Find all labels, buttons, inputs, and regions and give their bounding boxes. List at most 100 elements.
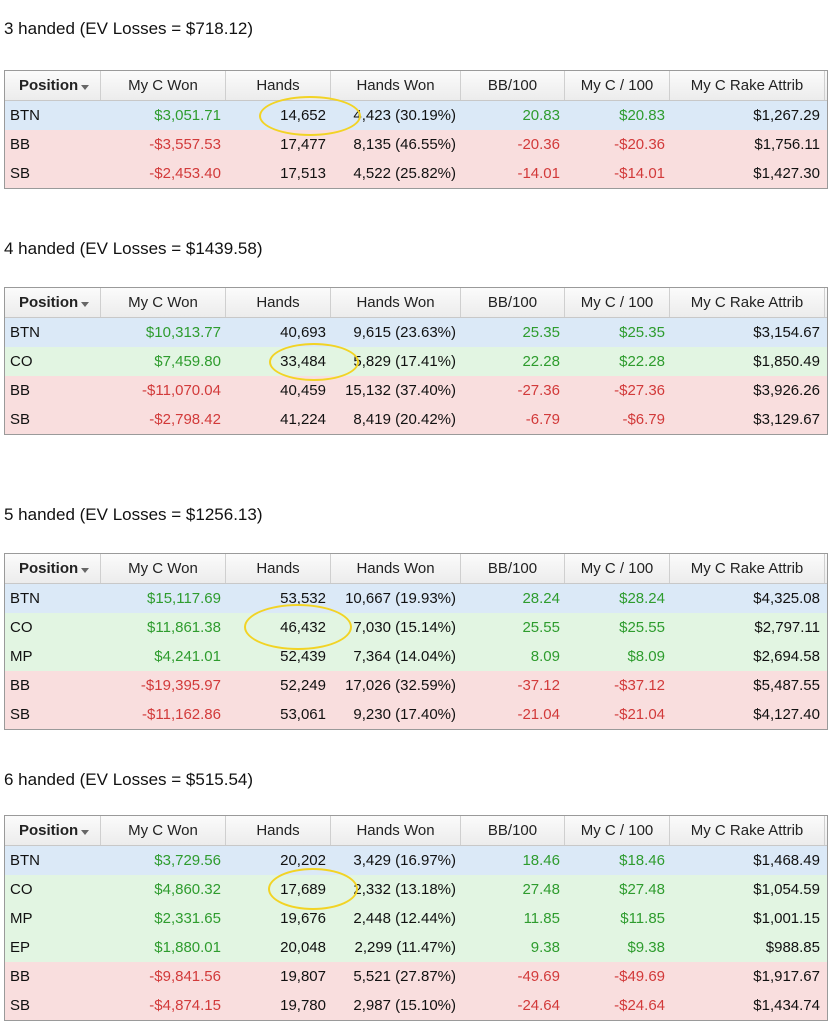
cell-bb-100: 20.83: [522, 107, 560, 124]
cell-bb-100: -37.12: [517, 677, 560, 694]
col-header-my-c-100[interactable]: My C / 100: [565, 816, 670, 845]
col-header-position[interactable]: Position: [5, 554, 101, 583]
col-header-bb-100[interactable]: BB/100: [461, 554, 565, 583]
table-row[interactable]: BB -$9,841.56 19,807 5,521 (27.87%) -49.69 -$…: [5, 962, 827, 991]
cell-position: BTN: [5, 101, 101, 130]
table-row[interactable]: BB -$19,395.97 52,249 17,026 (32.59%) -37.12…: [5, 671, 827, 700]
cell-rake-attrib: $988.85: [765, 939, 820, 956]
cell-my-c-won: $4,241.01: [154, 648, 221, 665]
cell-rake-attrib: $4,325.08: [753, 590, 820, 607]
table-header: Position My C Won Hands Hands Won BB/100…: [5, 288, 827, 318]
table-row[interactable]: SB -$11,162.86 53,061 9,230 (17.40%) -21.04 -…: [5, 700, 827, 729]
cell-hands-won: 8,135 (46.55%): [353, 136, 456, 153]
cell-my-c-100: -$21.04: [614, 706, 665, 723]
table-header: Position My C Won Hands Hands Won BB/100…: [5, 816, 827, 846]
col-header-my-c-100[interactable]: My C / 100: [565, 71, 670, 100]
cell-rake-attrib: $3,129.67: [753, 411, 820, 428]
table-row[interactable]: CO $7,459.80 33,484 5,829 (17.41%) 22.28 $22.…: [5, 347, 827, 376]
cell-bb-100: 18.46: [522, 852, 560, 869]
cell-hands-won: 7,030 (15.14%): [353, 619, 456, 636]
cell-rake-attrib: $1,427.30: [753, 165, 820, 182]
col-header-hands-won[interactable]: Hands Won: [331, 71, 461, 100]
cell-hands: 19,807: [280, 968, 326, 985]
cell-my-c-100: $20.83: [619, 107, 665, 124]
table-row[interactable]: BTN $3,051.71 14,652 4,423 (30.19%) 20.83 $20…: [5, 101, 827, 130]
sort-down-icon[interactable]: [81, 568, 90, 573]
table-row[interactable]: BB -$3,557.53 17,477 8,135 (46.55%) -20.36 -$…: [5, 130, 827, 159]
col-header-bb-100[interactable]: BB/100: [461, 288, 565, 317]
table-row[interactable]: EP $1,880.01 20,048 2,299 (11.47%) 9.38 $9.38…: [5, 933, 827, 962]
table-row[interactable]: SB -$4,874.15 19,780 2,987 (15.10%) -24.64 -$…: [5, 991, 827, 1020]
cell-rake-attrib: $4,127.40: [753, 706, 820, 723]
cell-position: BB: [5, 130, 101, 159]
cell-hands-won: 15,132 (37.40%): [345, 382, 456, 399]
col-header-position[interactable]: Position: [5, 71, 101, 100]
cell-hands: 17,477: [280, 136, 326, 153]
col-header-bb-100[interactable]: BB/100: [461, 71, 565, 100]
section-caption: 5 handed (EV Losses = $1256.13): [4, 505, 263, 524]
cell-hands: 41,224: [280, 411, 326, 428]
cell-position: CO: [5, 347, 101, 376]
cell-hands: 53,061: [280, 706, 326, 723]
cell-hands-won: 10,667 (19.93%): [345, 590, 456, 607]
table-row[interactable]: CO $4,860.32 17,689 2,332 (13.18%) 27.48 $27.…: [5, 875, 827, 904]
table-row[interactable]: MP $2,331.65 19,676 2,448 (12.44%) 11.85 $11.…: [5, 904, 827, 933]
cell-rake-attrib: $1,917.67: [753, 968, 820, 985]
col-header-my-c-won[interactable]: My C Won: [101, 816, 226, 845]
table-row[interactable]: BB -$11,070.04 40,459 15,132 (37.40%) -27.36…: [5, 376, 827, 405]
col-header-my-c-won[interactable]: My C Won: [101, 71, 226, 100]
table-row[interactable]: BTN $3,729.56 20,202 3,429 (16.97%) 18.46 $18…: [5, 846, 827, 875]
sort-down-icon[interactable]: [81, 302, 90, 307]
col-header-bb-100[interactable]: BB/100: [461, 816, 565, 845]
col-header-hands-won[interactable]: Hands Won: [331, 288, 461, 317]
col-header-hands[interactable]: Hands: [226, 554, 331, 583]
cell-my-c-won: $11,861.38: [147, 619, 221, 636]
cell-rake-attrib: $1,267.29: [753, 107, 820, 124]
cell-hands: 19,676: [280, 910, 326, 927]
col-header-position[interactable]: Position: [5, 816, 101, 845]
cell-my-c-100: -$6.79: [622, 411, 665, 428]
col-header-rake-attrib[interactable]: My C Rake Attrib: [670, 816, 825, 845]
col-header-my-c-won[interactable]: My C Won: [101, 554, 226, 583]
col-header-position[interactable]: Position: [5, 288, 101, 317]
cell-bb-100: -20.36: [517, 136, 560, 153]
cell-hands-won: 17,026 (32.59%): [345, 677, 456, 694]
table-row[interactable]: MP $4,241.01 52,439 7,364 (14.04%) 8.09 $8.09…: [5, 642, 827, 671]
cell-hands: 53,532: [280, 590, 326, 607]
cell-position: SB: [5, 991, 101, 1020]
cell-my-c-won: $4,860.32: [154, 881, 221, 898]
col-header-hands[interactable]: Hands: [226, 71, 331, 100]
cell-position: SB: [5, 159, 101, 188]
cell-my-c-100: $25.35: [619, 324, 665, 341]
table-row[interactable]: BTN $15,117.69 53,532 10,667 (19.93%) 28.24 $…: [5, 584, 827, 613]
cell-hands-won: 8,419 (20.42%): [353, 411, 456, 428]
stats-table: Position My C Won Hands Hands Won BB/100…: [4, 287, 828, 435]
table-row[interactable]: SB -$2,798.42 41,224 8,419 (20.42%) -6.79 -$6…: [5, 405, 827, 434]
table-body: BTN $10,313.77 40,693 9,615 (23.63%) 25.35 $2…: [5, 318, 827, 434]
cell-bb-100: 27.48: [522, 881, 560, 898]
stats-table: Position My C Won Hands Hands Won BB/100…: [4, 70, 828, 189]
col-header-hands-won[interactable]: Hands Won: [331, 816, 461, 845]
col-header-rake-attrib[interactable]: My C Rake Attrib: [670, 288, 825, 317]
col-header-hands-won[interactable]: Hands Won: [331, 554, 461, 583]
col-header-rake-attrib[interactable]: My C Rake Attrib: [670, 554, 825, 583]
col-header-rake-attrib[interactable]: My C Rake Attrib: [670, 71, 825, 100]
sort-down-icon[interactable]: [81, 85, 90, 90]
table-row[interactable]: CO $11,861.38 46,432 7,030 (15.14%) 25.55 $25…: [5, 613, 827, 642]
cell-rake-attrib: $2,797.11: [754, 619, 820, 636]
table-row[interactable]: SB -$2,453.40 17,513 4,522 (25.82%) -14.01 -$…: [5, 159, 827, 188]
cell-bb-100: -24.64: [517, 997, 560, 1014]
col-header-my-c-won[interactable]: My C Won: [101, 288, 226, 317]
cell-position: CO: [5, 613, 101, 642]
sort-down-icon[interactable]: [81, 830, 90, 835]
table-row[interactable]: BTN $10,313.77 40,693 9,615 (23.63%) 25.35 $2…: [5, 318, 827, 347]
cell-rake-attrib: $1,054.59: [753, 881, 820, 898]
col-header-hands[interactable]: Hands: [226, 288, 331, 317]
cell-position: BB: [5, 671, 101, 700]
cell-my-c-won: -$9,841.56: [149, 968, 221, 985]
col-header-hands[interactable]: Hands: [226, 816, 331, 845]
col-header-my-c-100[interactable]: My C / 100: [565, 288, 670, 317]
cell-position: BB: [5, 962, 101, 991]
cell-position: SB: [5, 405, 101, 434]
col-header-my-c-100[interactable]: My C / 100: [565, 554, 670, 583]
